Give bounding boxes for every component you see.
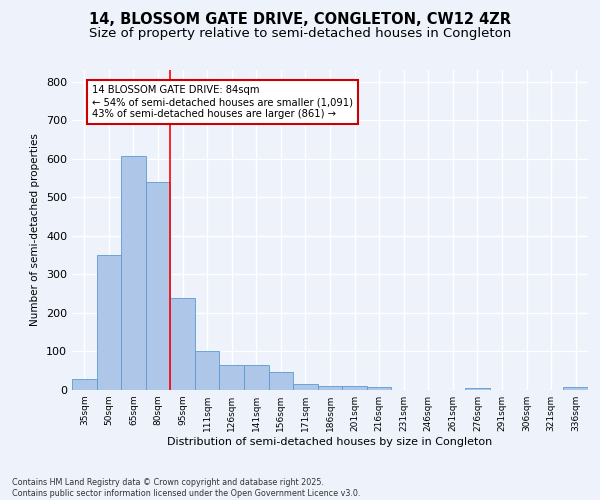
Bar (342, 386, 367, 390)
Bar (465, 388, 490, 390)
X-axis label: Distribution of semi-detached houses by size in Congleton: Distribution of semi-detached houses by … (167, 437, 493, 447)
Bar (170, 298, 195, 390)
Bar (244, 365, 269, 390)
Bar (146, 182, 170, 390)
Text: 14, BLOSSOM GATE DRIVE, CONGLETON, CW12 4ZR: 14, BLOSSOM GATE DRIVE, CONGLETON, CW12 … (89, 12, 511, 28)
Text: Contains HM Land Registry data © Crown copyright and database right 2025.
Contai: Contains HM Land Registry data © Crown c… (12, 478, 361, 498)
Bar (269, 372, 293, 390)
Bar (220, 365, 244, 390)
Bar (318, 386, 342, 390)
Bar (293, 384, 318, 390)
Y-axis label: Number of semi-detached properties: Number of semi-detached properties (31, 134, 40, 326)
Text: Size of property relative to semi-detached houses in Congleton: Size of property relative to semi-detach… (89, 28, 511, 40)
Bar (97, 255, 121, 390)
Bar (367, 387, 391, 390)
Bar (195, 350, 220, 390)
Bar (72, 379, 97, 390)
Bar (121, 156, 146, 390)
Bar (563, 387, 588, 390)
Text: 14 BLOSSOM GATE DRIVE: 84sqm
← 54% of semi-detached houses are smaller (1,091)
4: 14 BLOSSOM GATE DRIVE: 84sqm ← 54% of se… (92, 86, 353, 118)
